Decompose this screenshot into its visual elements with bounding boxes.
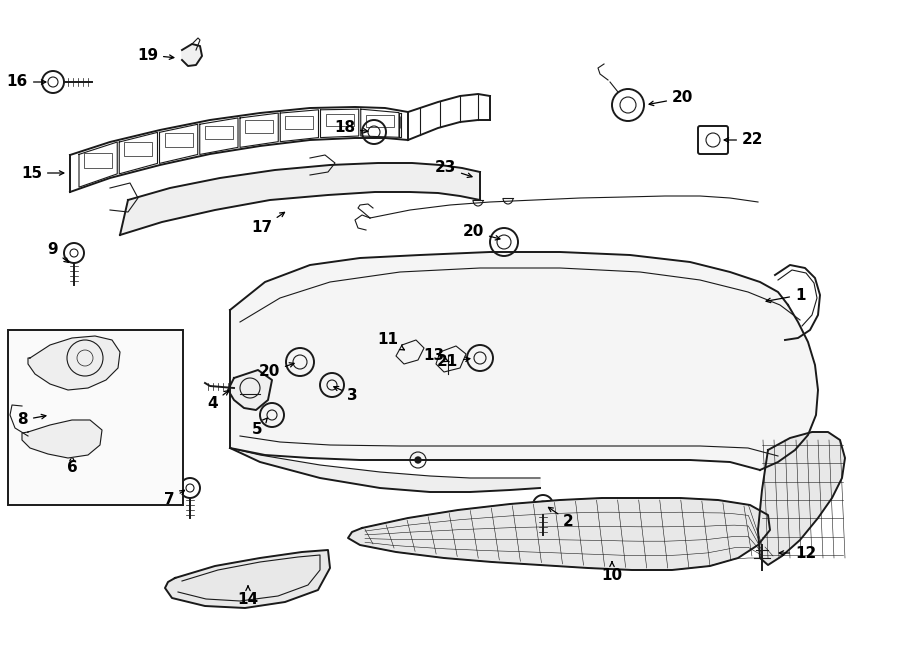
Text: 11: 11 [377, 332, 404, 350]
Polygon shape [120, 163, 480, 235]
Text: 16: 16 [7, 75, 46, 89]
Text: 18: 18 [334, 120, 368, 136]
Text: 8: 8 [17, 412, 46, 428]
Text: 1: 1 [766, 288, 806, 303]
Text: 7: 7 [165, 490, 184, 508]
Text: 22: 22 [724, 132, 763, 147]
Text: 20: 20 [258, 363, 294, 379]
Text: 19: 19 [137, 48, 174, 63]
Text: 15: 15 [21, 165, 64, 180]
Text: 13: 13 [423, 348, 449, 362]
Polygon shape [228, 370, 272, 410]
Text: 21: 21 [436, 354, 470, 369]
Text: 14: 14 [238, 586, 258, 607]
Polygon shape [28, 336, 120, 390]
Text: 23: 23 [435, 161, 472, 177]
Text: 3: 3 [334, 387, 357, 403]
Text: 20: 20 [463, 225, 500, 240]
Text: 4: 4 [207, 391, 229, 410]
Polygon shape [182, 44, 202, 66]
Circle shape [415, 457, 421, 463]
FancyBboxPatch shape [8, 330, 183, 505]
Polygon shape [22, 420, 102, 458]
Text: 9: 9 [48, 243, 68, 262]
Text: 6: 6 [67, 456, 77, 475]
Polygon shape [348, 498, 770, 570]
Text: 2: 2 [548, 508, 574, 529]
Text: 5: 5 [251, 418, 267, 438]
Polygon shape [230, 252, 818, 470]
Text: 12: 12 [779, 545, 816, 561]
Polygon shape [758, 432, 845, 565]
Polygon shape [230, 448, 540, 492]
Text: 10: 10 [601, 562, 623, 582]
Text: 17: 17 [251, 212, 284, 235]
Polygon shape [165, 550, 330, 608]
Text: 20: 20 [649, 91, 693, 106]
